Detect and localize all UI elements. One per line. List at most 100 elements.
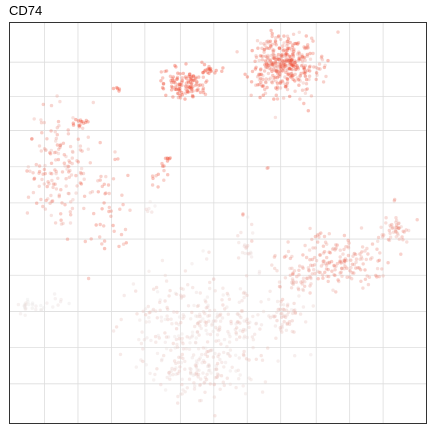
- data-point: [298, 264, 302, 268]
- data-point: [183, 97, 187, 101]
- data-point: [267, 63, 272, 67]
- data-point: [342, 267, 346, 271]
- data-point: [42, 147, 47, 151]
- data-point: [181, 71, 185, 76]
- data-point: [282, 34, 286, 38]
- data-point: [305, 276, 309, 280]
- data-point: [290, 68, 294, 72]
- data-point: [76, 137, 81, 141]
- data-point: [308, 275, 313, 280]
- data-point: [164, 93, 168, 98]
- data-point: [183, 390, 187, 394]
- data-point: [312, 255, 317, 260]
- data-point: [299, 280, 303, 284]
- data-point: [274, 336, 278, 340]
- data-point: [290, 48, 294, 52]
- data-point: [266, 46, 270, 50]
- data-point: [278, 62, 282, 67]
- data-point: [343, 259, 347, 263]
- data-point: [188, 77, 192, 81]
- data-point: [285, 47, 289, 51]
- data-point: [168, 373, 172, 377]
- data-point: [324, 263, 329, 267]
- data-point: [316, 240, 320, 244]
- data-point: [289, 280, 294, 285]
- data-point: [175, 87, 179, 92]
- data-point: [181, 316, 185, 320]
- data-point: [113, 157, 117, 162]
- data-point: [190, 86, 194, 90]
- data-point: [206, 303, 210, 307]
- data-point: [301, 81, 305, 85]
- data-point: [54, 150, 58, 154]
- data-point: [203, 360, 207, 364]
- data-point: [18, 312, 23, 316]
- data-point: [178, 84, 182, 89]
- data-point: [53, 221, 58, 225]
- data-point: [183, 75, 188, 79]
- data-point: [141, 359, 145, 364]
- data-point: [81, 126, 85, 130]
- data-point: [48, 152, 53, 156]
- data-point: [303, 45, 308, 50]
- data-point: [180, 93, 185, 97]
- data-point: [262, 47, 267, 51]
- data-point: [274, 36, 278, 40]
- data-point: [282, 314, 287, 318]
- data-point: [302, 45, 306, 49]
- data-point: [44, 198, 48, 203]
- data-point: [167, 294, 171, 298]
- data-point: [257, 78, 262, 82]
- data-point: [226, 312, 230, 316]
- data-point: [315, 73, 319, 77]
- data-point: [326, 58, 330, 63]
- data-point: [204, 68, 208, 72]
- data-point: [215, 367, 219, 372]
- data-point: [139, 341, 144, 346]
- data-point: [269, 80, 274, 84]
- data-point: [288, 256, 293, 261]
- data-point: [268, 59, 272, 63]
- data-point: [169, 80, 174, 85]
- data-point: [68, 144, 73, 149]
- data-point: [321, 273, 325, 277]
- data-point: [319, 231, 323, 235]
- data-point: [149, 338, 153, 343]
- data-point: [300, 53, 304, 57]
- data-point: [221, 286, 225, 290]
- data-point: [228, 354, 232, 358]
- data-point: [394, 228, 398, 232]
- data-point: [24, 303, 28, 307]
- data-point: [154, 174, 158, 178]
- data-point: [34, 162, 38, 167]
- data-point: [269, 53, 273, 58]
- data-point: [334, 290, 338, 294]
- data-point: [405, 240, 409, 244]
- data-point: [66, 132, 71, 136]
- data-point: [208, 69, 213, 73]
- data-point: [346, 246, 351, 250]
- data-point: [102, 201, 106, 205]
- data-point: [242, 336, 246, 340]
- data-point: [55, 94, 59, 98]
- data-point: [184, 84, 188, 89]
- data-point: [291, 43, 295, 47]
- data-point: [275, 81, 280, 85]
- data-point: [316, 277, 320, 281]
- data-point: [288, 57, 293, 61]
- data-point: [210, 322, 214, 326]
- data-point: [276, 35, 280, 39]
- data-point: [273, 39, 278, 43]
- data-point: [163, 156, 168, 160]
- data-point: [327, 260, 331, 264]
- data-point: [174, 372, 178, 376]
- data-point: [211, 319, 215, 323]
- data-point: [39, 197, 43, 202]
- data-point: [271, 73, 275, 78]
- data-point: [348, 275, 352, 279]
- data-point: [124, 241, 128, 245]
- data-point: [198, 324, 202, 328]
- data-point: [272, 68, 277, 72]
- data-point: [207, 67, 211, 72]
- data-point: [272, 56, 276, 61]
